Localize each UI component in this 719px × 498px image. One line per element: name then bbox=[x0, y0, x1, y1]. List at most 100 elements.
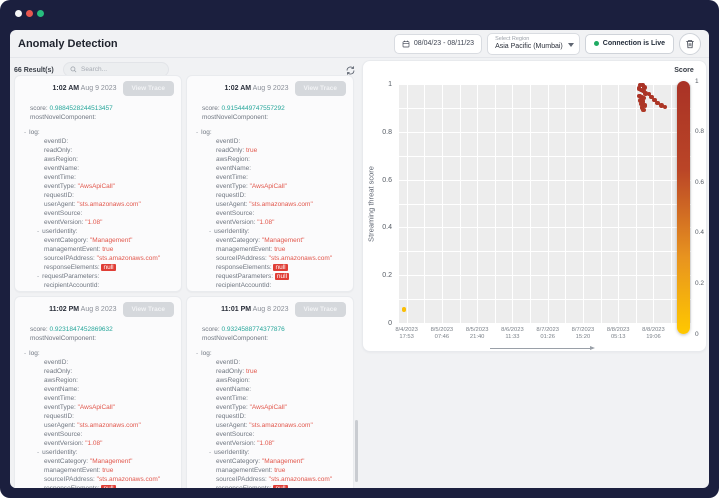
log-tree-node-expandable[interactable]: - userIdentity: bbox=[196, 448, 344, 457]
scatter-point[interactable] bbox=[652, 97, 657, 103]
log-tree-node: eventType: "AwsApiCall" bbox=[24, 182, 172, 191]
log-tree-node: recipientAccountId: bbox=[24, 281, 172, 290]
scatter-point[interactable] bbox=[641, 107, 646, 113]
log-key: eventName: bbox=[216, 165, 252, 172]
log-value: true bbox=[246, 368, 258, 375]
log-tree-node-expandable[interactable]: - requestParameters: bbox=[24, 272, 172, 281]
log-key: eventSource: bbox=[216, 431, 255, 438]
window-control-dot-2[interactable] bbox=[26, 10, 33, 17]
log-tree-node: eventType: "AwsApiCall" bbox=[24, 403, 172, 412]
delete-button[interactable] bbox=[679, 32, 701, 55]
scatter-point[interactable] bbox=[639, 105, 645, 110]
gridline-horizontal bbox=[399, 203, 691, 205]
log-tree-node: mostNovelComponent: bbox=[24, 113, 172, 122]
log-value: null bbox=[101, 264, 116, 271]
tree-collapse-marker[interactable]: - bbox=[24, 129, 27, 136]
log-key: eventType: bbox=[44, 404, 76, 411]
scatter-point[interactable] bbox=[637, 82, 643, 88]
scatter-point[interactable] bbox=[641, 88, 646, 94]
log-value: "sts.amazonaws.com" bbox=[77, 422, 141, 429]
log-tree-node: mostNovelComponent: bbox=[196, 113, 344, 122]
log-tree-node-expandable[interactable]: - log: bbox=[24, 349, 172, 358]
log-key: userAgent: bbox=[216, 422, 248, 429]
view-trace-button[interactable]: View Trace bbox=[122, 302, 174, 317]
scatter-point[interactable] bbox=[639, 101, 644, 107]
log-tree-node-expandable[interactable]: - log: bbox=[196, 349, 344, 358]
tree-collapse-marker[interactable]: - bbox=[196, 129, 199, 136]
x-axis-direction-arrow bbox=[490, 346, 595, 351]
log-key: recipientAccountId: bbox=[216, 282, 272, 289]
log-tree-node-expandable[interactable]: - log: bbox=[24, 128, 172, 137]
results-scrollbar[interactable] bbox=[355, 420, 358, 482]
scatter-point[interactable] bbox=[401, 307, 407, 312]
window-control-dot-3[interactable] bbox=[37, 10, 44, 17]
log-key: log: bbox=[29, 129, 40, 136]
tree-collapse-marker[interactable]: - bbox=[37, 228, 40, 235]
window-control-dot-1[interactable] bbox=[15, 10, 22, 17]
colorbar-gradient bbox=[677, 81, 690, 334]
scatter-point[interactable] bbox=[640, 99, 645, 104]
region-select[interactable]: Select Region Asia Pacific (Mumbai) bbox=[487, 32, 580, 55]
scatter-point[interactable] bbox=[641, 95, 647, 101]
view-trace-button[interactable]: View Trace bbox=[294, 81, 346, 96]
refresh-button[interactable] bbox=[345, 63, 356, 81]
log-tree-node-expandable[interactable]: - userIdentity: bbox=[196, 227, 344, 236]
search-input[interactable] bbox=[81, 66, 161, 73]
scatter-point[interactable] bbox=[646, 91, 652, 97]
log-tree-node: requestID: bbox=[196, 191, 344, 200]
page-title: Anomaly Detection bbox=[18, 37, 118, 50]
log-value: "AwsApiCall" bbox=[249, 404, 287, 411]
log-tree-node: eventCategory: "Management" bbox=[24, 457, 172, 466]
tree-collapse-marker[interactable]: - bbox=[37, 273, 40, 280]
log-key: eventType: bbox=[44, 183, 76, 190]
log-tree-node: readOnly: bbox=[24, 146, 172, 155]
gridline-vertical bbox=[494, 85, 496, 324]
log-tree-node: managementEvent: true bbox=[196, 466, 344, 475]
log-value: "sts.amazonaws.com" bbox=[96, 476, 161, 483]
log-tree-node: requestParameters: null bbox=[196, 272, 344, 281]
log-tree-node-expandable[interactable]: - log: bbox=[196, 128, 344, 137]
log-tree-node: userAgent: "sts.amazonaws.com" bbox=[196, 200, 344, 209]
log-key: requestID: bbox=[216, 413, 246, 420]
log-key: eventID: bbox=[44, 138, 69, 145]
tree-collapse-marker[interactable]: - bbox=[24, 350, 27, 357]
log-tree-node-expandable[interactable]: - userIdentity: bbox=[24, 227, 172, 236]
view-trace-button[interactable]: View Trace bbox=[294, 302, 346, 317]
log-tree-node: sourceIPAddress: "sts.amazonaws.com" bbox=[24, 475, 172, 484]
gridline-vertical bbox=[512, 85, 514, 324]
tree-collapse-marker[interactable]: - bbox=[209, 449, 212, 456]
scatter-point[interactable] bbox=[649, 94, 654, 100]
scatter-point[interactable] bbox=[637, 93, 642, 98]
scatter-point[interactable] bbox=[659, 103, 664, 108]
date-range-picker[interactable]: 08/04/23 - 08/11/23 bbox=[393, 33, 483, 54]
scatter-point[interactable] bbox=[640, 82, 645, 88]
log-tree-node: eventSource: bbox=[24, 209, 172, 218]
log-key: eventVersion: bbox=[44, 219, 84, 226]
tree-collapse-marker[interactable]: - bbox=[209, 228, 212, 235]
score-line: score: 0.9154449747557292 bbox=[202, 105, 285, 112]
card-time: 1:02 AM bbox=[224, 85, 252, 92]
connection-live-button[interactable]: Connection is Live bbox=[584, 33, 674, 54]
scatter-point[interactable] bbox=[642, 103, 648, 108]
scatter-point[interactable] bbox=[638, 87, 644, 93]
log-tree-node: mostNovelComponent: bbox=[196, 334, 344, 343]
scatter-point[interactable] bbox=[662, 104, 668, 110]
view-trace-button[interactable]: View Trace bbox=[122, 81, 174, 96]
log-value: "1.08" bbox=[85, 219, 103, 226]
tree-collapse-marker[interactable]: - bbox=[196, 350, 199, 357]
log-value: "sts.amazonaws.com" bbox=[249, 201, 313, 208]
log-key: mostNovelComponent: bbox=[202, 335, 269, 342]
log-key: eventTime: bbox=[216, 395, 248, 402]
gridline-vertical bbox=[547, 85, 549, 324]
log-tree-node-expandable[interactable]: - userIdentity: bbox=[24, 448, 172, 457]
scatter-point[interactable] bbox=[655, 100, 660, 106]
colorbar-title: Score bbox=[674, 67, 694, 74]
tree-collapse-marker[interactable]: - bbox=[37, 449, 40, 456]
log-key: sourceIPAddress: bbox=[44, 476, 95, 483]
y-axis-ticks: 0 0.2 0.4 0.6 0.8 1 bbox=[363, 81, 396, 327]
scatter-point[interactable] bbox=[642, 85, 647, 90]
log-key: managementEvent: bbox=[44, 246, 101, 253]
colorbar-tick-label: 0.8 bbox=[695, 128, 705, 136]
scatter-point[interactable] bbox=[643, 91, 648, 96]
log-key: userIdentity: bbox=[214, 228, 250, 235]
